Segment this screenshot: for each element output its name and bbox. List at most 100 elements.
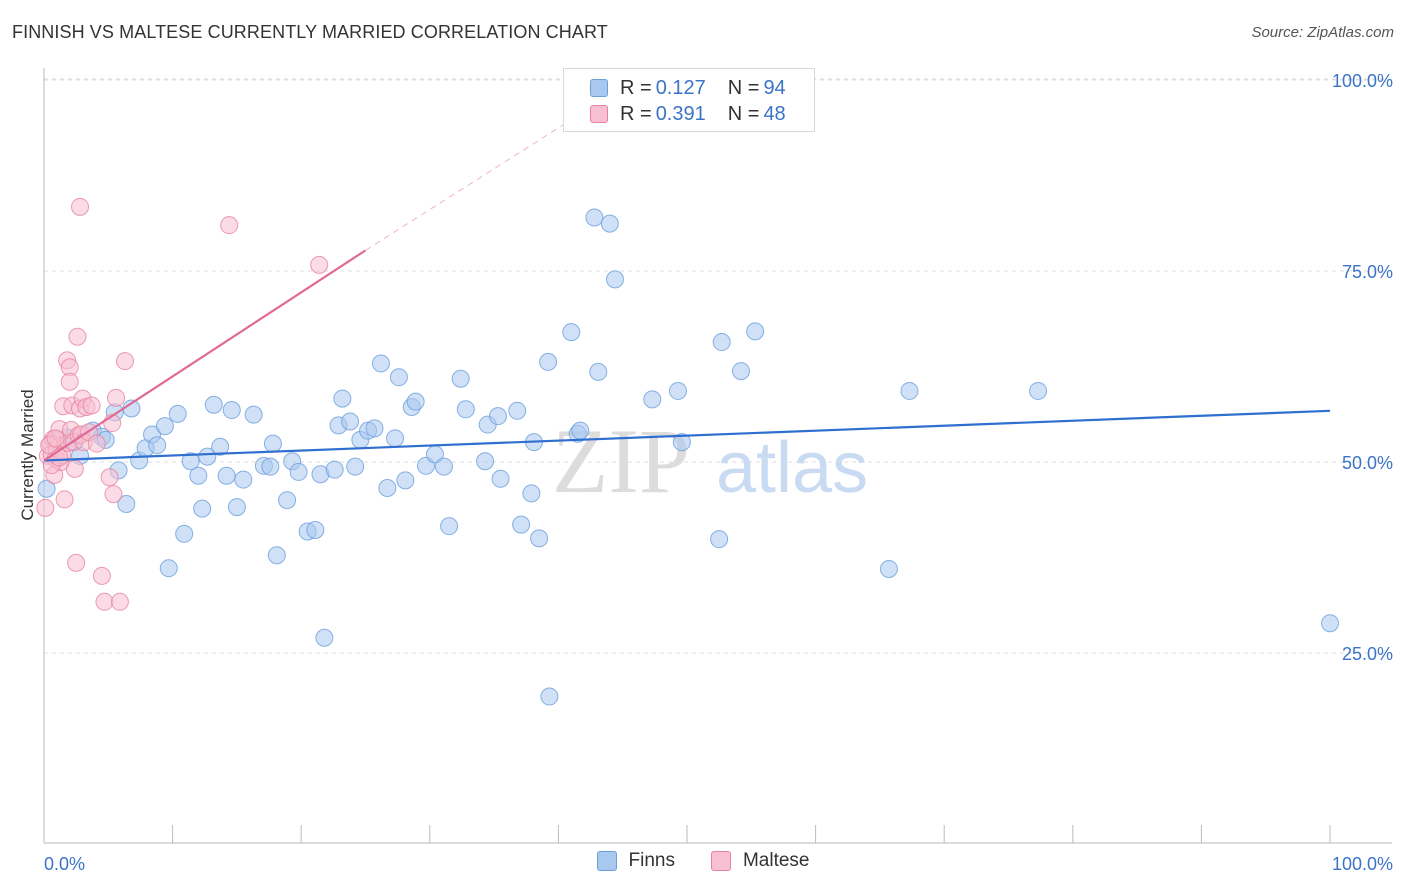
y-axis-label: Currently Married <box>18 389 37 520</box>
legend-n-label: N = <box>727 76 760 99</box>
data-point-maltese <box>104 485 123 504</box>
trend-line-maltese <box>43 249 367 462</box>
data-point-finns <box>451 369 470 388</box>
legend-label-finns: Finns <box>628 850 675 871</box>
data-point-finns <box>159 559 178 578</box>
data-point-finns <box>396 471 415 490</box>
legend-swatch-finns <box>596 851 617 871</box>
data-point-finns <box>117 495 136 514</box>
legend-n-value: 94 <box>763 76 786 99</box>
legend-r-label: R = <box>620 102 652 125</box>
legend-swatch-maltese <box>590 105 608 123</box>
data-point-maltese <box>36 498 55 517</box>
data-point-maltese <box>60 372 79 391</box>
data-point-finns <box>189 466 208 485</box>
data-point-finns <box>1029 381 1048 400</box>
data-point-maltese <box>55 490 74 509</box>
data-point-maltese <box>107 388 126 407</box>
data-point-maltese <box>100 468 119 487</box>
data-point-maltese <box>95 592 114 611</box>
data-point-finns <box>508 401 527 420</box>
data-point-finns <box>386 429 405 448</box>
data-point-finns <box>181 452 200 471</box>
data-point-finns <box>389 368 408 387</box>
data-point-maltese <box>71 197 90 216</box>
data-point-finns <box>175 524 194 543</box>
data-point-finns <box>1321 614 1339 633</box>
data-point-maltese <box>46 429 65 448</box>
series-maltese-points <box>36 197 329 611</box>
data-point-finns <box>522 484 541 503</box>
data-point-maltese <box>87 434 106 453</box>
x-tick-label: 100.0% <box>1332 854 1393 874</box>
data-point-finns <box>668 381 687 400</box>
data-point-finns <box>562 323 581 342</box>
data-point-finns <box>244 405 263 424</box>
correlation-legend: R = 0.127 N = 94 R = 0.391 N = 48 <box>563 68 815 132</box>
data-point-finns <box>234 470 253 489</box>
data-point-finns <box>879 559 898 578</box>
data-point-finns <box>512 515 531 534</box>
data-point-finns <box>710 530 729 549</box>
data-point-finns <box>585 208 604 227</box>
data-point-finns <box>365 419 384 438</box>
legend-r-value: 0.127 <box>655 76 706 99</box>
data-point-finns <box>746 322 765 341</box>
data-point-finns <box>346 457 365 476</box>
data-point-finns <box>315 628 334 647</box>
legend-row-finns: R = 0.127 N = 94 <box>590 75 786 101</box>
chart-title: FINNISH VS MALTESE CURRENTLY MARRIED COR… <box>12 22 608 42</box>
data-point-finns <box>488 407 507 426</box>
series-finns-points <box>37 208 1339 706</box>
legend-swatch-finns <box>590 79 608 97</box>
data-point-finns <box>672 433 691 452</box>
data-point-finns <box>732 362 751 381</box>
data-point-finns <box>406 392 425 411</box>
data-point-finns <box>227 498 246 517</box>
trend-lines <box>43 94 1331 462</box>
data-point-finns <box>605 270 624 289</box>
data-point-finns <box>434 457 453 476</box>
source-label: Source: ZipAtlas.com <box>1251 24 1394 41</box>
legend-r-label: R = <box>620 76 652 99</box>
tick-labels: 25.0% 50.0% 75.0% 100.0% 0.0% 100.0% <box>44 71 1393 874</box>
legend-n-label: N = <box>727 102 760 125</box>
legend-n-value: 48 <box>763 102 786 125</box>
data-point-finns <box>539 352 558 371</box>
legend-item-maltese[interactable]: Maltese <box>710 850 810 872</box>
data-point-finns <box>198 447 217 466</box>
data-point-maltese <box>68 327 87 346</box>
y-tick-label: 75.0% <box>1342 262 1393 282</box>
data-point-finns <box>155 417 174 436</box>
data-point-finns <box>168 404 187 423</box>
data-point-maltese <box>92 566 111 585</box>
data-point-finns <box>491 469 510 488</box>
data-point-finns <box>217 466 236 485</box>
watermark: ZIP atlas <box>552 410 868 512</box>
data-point-finns <box>589 362 608 381</box>
data-point-finns <box>712 333 731 352</box>
data-point-finns <box>222 401 241 420</box>
data-point-finns <box>37 479 56 498</box>
data-point-finns <box>456 400 475 419</box>
data-point-maltese <box>82 396 101 415</box>
legend-label-maltese: Maltese <box>742 850 810 871</box>
data-point-maltese <box>65 459 84 478</box>
trend-line-finns <box>43 409 1331 462</box>
data-point-finns <box>333 389 352 408</box>
data-point-maltese <box>220 216 239 235</box>
legend-item-finns[interactable]: Finns <box>596 850 675 872</box>
data-point-finns <box>440 517 459 536</box>
watermark-atlas: atlas <box>716 428 868 508</box>
data-point-finns <box>267 546 286 565</box>
data-point-maltese <box>67 553 86 572</box>
y-tick-label: 50.0% <box>1342 453 1393 473</box>
data-point-finns <box>204 395 223 414</box>
data-point-finns <box>378 478 397 497</box>
data-point-finns <box>263 434 282 453</box>
data-point-finns <box>371 354 390 373</box>
data-point-finns <box>193 499 212 518</box>
legend-row-maltese: R = 0.391 N = 48 <box>590 101 786 127</box>
legend-r-value: 0.391 <box>655 102 706 125</box>
